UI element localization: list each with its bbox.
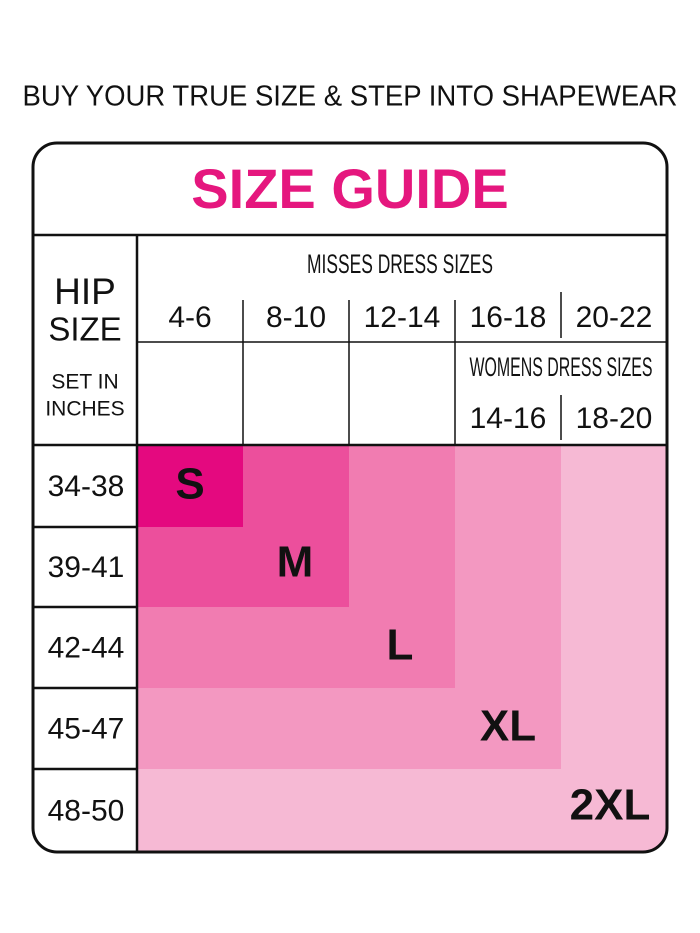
hip-size: 34-38 (48, 470, 125, 503)
size-regions (137, 445, 667, 852)
letter-size: 2XL (570, 781, 651, 830)
hip-note: INCHES (45, 398, 124, 421)
hip-size: 42-44 (48, 631, 125, 664)
misses-size: 16-18 (470, 301, 547, 334)
misses-size: 8-10 (266, 301, 326, 334)
letter-size: XL (480, 702, 536, 751)
misses-title: MISSES DRESS SIZES (307, 249, 493, 279)
region-s (137, 445, 243, 527)
guide-title: SIZE GUIDE (191, 157, 508, 220)
hip-note: SET IN (51, 371, 118, 394)
hip-size: 45-47 (48, 712, 125, 745)
hip-size: 48-50 (48, 794, 125, 827)
header: BUY YOUR TRUE SIZE & STEP INTO SHAPEWEAR (23, 81, 678, 113)
letter-size: M (277, 538, 314, 587)
guide-frame (31, 141, 669, 854)
misses-size: 12-14 (364, 301, 441, 334)
womens-title: WOMENS DRESS SIZES (470, 352, 653, 382)
misses-size: 4-6 (168, 301, 211, 334)
womens-size: 14-16 (470, 402, 547, 435)
hip-label: SIZE (48, 311, 121, 348)
hip-size: 39-41 (48, 551, 125, 584)
letter-size: L (387, 621, 414, 670)
misses-size: 20-22 (576, 301, 653, 334)
womens-size: 18-20 (576, 402, 653, 435)
letter-size: S (175, 460, 204, 509)
hip-label: HIP (54, 271, 116, 312)
